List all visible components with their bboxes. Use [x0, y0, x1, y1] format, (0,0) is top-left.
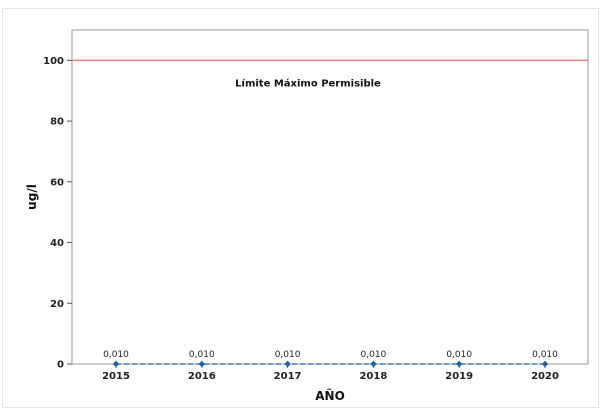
data-point: [456, 360, 463, 368]
data-point: [198, 360, 205, 368]
data-point: [284, 360, 291, 368]
y-tick-label: 40: [50, 238, 64, 249]
data-label: 0,010: [446, 350, 472, 360]
x-tick-label: 2015: [102, 371, 130, 382]
y-tick-label: 20: [50, 299, 64, 310]
x-axis: 2015 2016 2017 2018 2019 2020: [102, 364, 559, 382]
x-tick-label: 2020: [531, 371, 559, 382]
reference-line-label: Límite Máximo Permisible: [235, 77, 381, 89]
y-axis: 0 20 40 60 80 100: [43, 56, 72, 371]
data-point: [370, 360, 377, 368]
data-label: 0,010: [275, 350, 301, 360]
data-label: 0,010: [532, 350, 558, 360]
y-tick-label: 60: [50, 177, 64, 188]
series-group: 0,010 0,010 0,010 0,010 0,010 0,010: [103, 350, 558, 368]
x-tick-label: 2017: [274, 371, 302, 382]
x-tick-label: 2016: [188, 371, 216, 382]
y-tick-label: 0: [57, 360, 64, 371]
x-axis-title: AÑO: [315, 388, 345, 403]
x-tick-label: 2018: [359, 371, 387, 382]
y-tick-label: 80: [50, 117, 64, 128]
plot-area: [71, 29, 589, 365]
x-tick-label: 2019: [445, 371, 473, 382]
data-point: [541, 360, 549, 368]
data-label: 0,010: [361, 350, 387, 360]
y-axis-title: ug/l: [25, 184, 39, 210]
data-label: 0,010: [103, 350, 129, 360]
data-label: 0,010: [189, 350, 215, 360]
data-point: [112, 360, 120, 368]
y-tick-label: 100: [43, 56, 64, 67]
